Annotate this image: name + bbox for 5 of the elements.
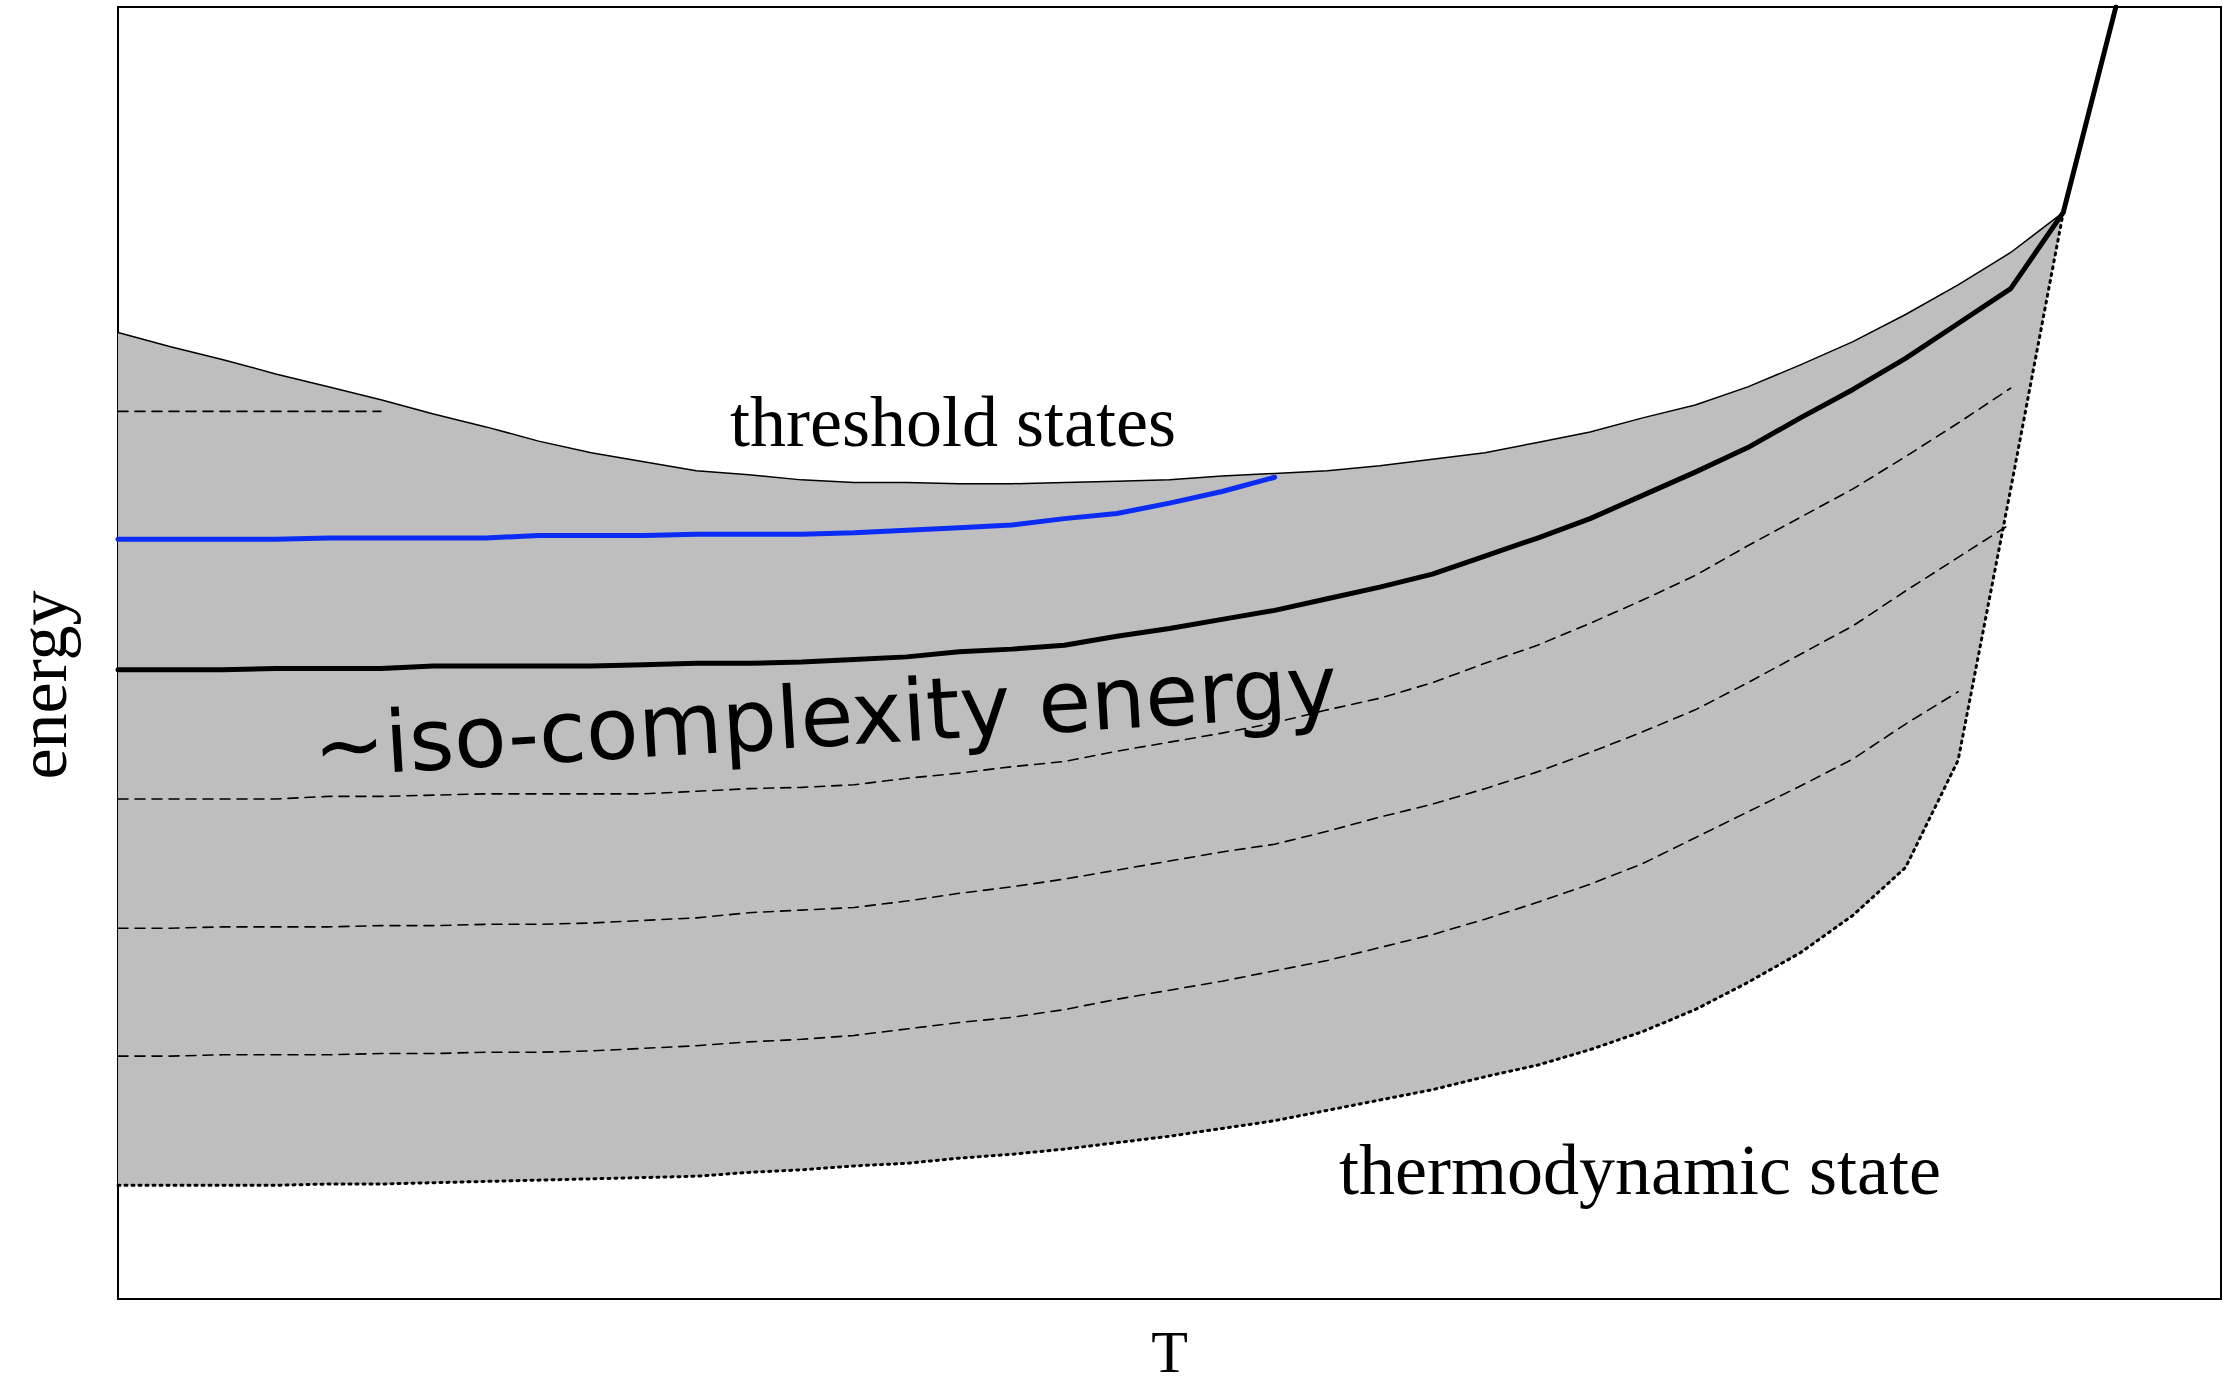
annotation: thermodynamic state	[1339, 1130, 1941, 1210]
x-axis-title: T	[1151, 1319, 1188, 1385]
y-axis-title: energy	[3, 590, 81, 780]
annotation: threshold states	[730, 382, 1176, 462]
annotation: ~iso-complexity energy	[310, 635, 1340, 797]
